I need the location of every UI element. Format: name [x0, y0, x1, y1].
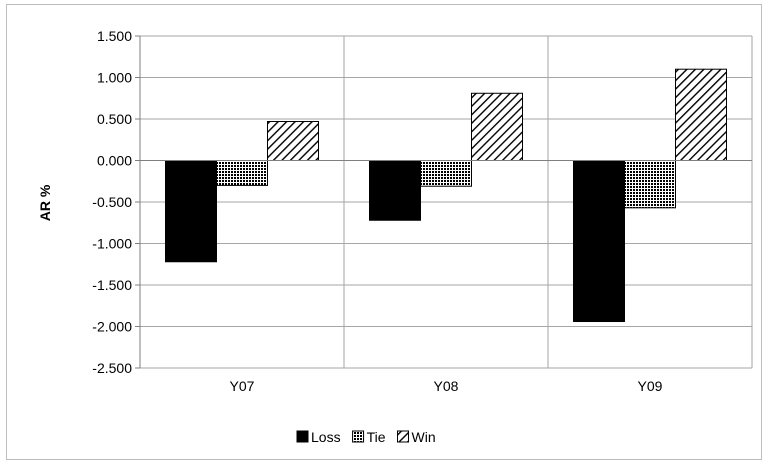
- chart-frame: [6, 4, 762, 460]
- bar-win-y09: [675, 68, 727, 161]
- bar-loss-y08: [369, 160, 421, 221]
- axes: 1.500 1.000 0.500 0.000 -0.500 -1.000 -1.500 -2…: [92, 28, 752, 394]
- legend-label-win: Win: [412, 429, 436, 445]
- y-tick-label: -1.000: [92, 236, 132, 252]
- x-tick-label: Y09: [638, 378, 663, 394]
- bar-loss-y09: [573, 160, 625, 323]
- legend-label-tie: Tie: [367, 429, 386, 445]
- y-tick-label: -0.500: [92, 194, 132, 210]
- legend-swatch-tie: [352, 430, 365, 443]
- y-tick-label: -2.500: [92, 360, 132, 376]
- y-tick-label: 1.500: [97, 28, 132, 44]
- y-tick-label: 0.500: [97, 111, 132, 127]
- y-axis-title: AR %: [37, 184, 53, 221]
- y-tick-label: -2.000: [92, 319, 132, 335]
- legend-swatch-loss: [296, 430, 309, 443]
- bar-tie-y08: [420, 160, 472, 187]
- y-tick-label: -1.500: [92, 277, 132, 293]
- x-tick-label: Y08: [434, 378, 459, 394]
- bar-tie-y09: [624, 160, 676, 209]
- bars: [165, 68, 727, 323]
- legend-label-loss: Loss: [311, 429, 341, 445]
- legend-swatch-win: [397, 430, 410, 443]
- x-tick-label: Y07: [230, 378, 255, 394]
- bar-win-y08: [471, 92, 523, 161]
- y-tick-label: 1.000: [97, 70, 132, 86]
- bar-loss-y07: [165, 160, 217, 263]
- bar-win-y07: [267, 120, 319, 161]
- bar-tie-y07: [216, 160, 268, 186]
- legend: Loss Tie Win: [296, 429, 436, 445]
- y-tick-label: 0.000: [97, 153, 132, 169]
